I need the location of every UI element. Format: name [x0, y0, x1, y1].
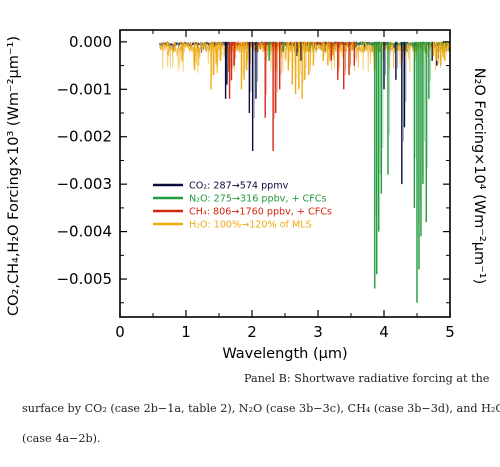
y-tick-label: 0.000	[69, 33, 112, 51]
y-tick-label: −0.002	[56, 128, 112, 146]
forcing-chart: 0 1 2 3 4 5 0.000 −0.001 −0.002 −0.003 −0.004 −0.0…	[6, 29, 487, 362]
x-tick-label: 4	[379, 323, 389, 341]
y-axis: 0.000 −0.001 −0.002 −0.003 −0.004 −0.005	[56, 33, 450, 304]
legend: CO₂: 287→574 ppmv N₂O: 275→316 ppbv, + CF…	[153, 181, 332, 231]
plot-frame	[119, 29, 451, 318]
x-tick-label: 0	[115, 323, 125, 341]
x-tick-label: 1	[181, 323, 191, 341]
caption-line-3: (case 4a−2b).	[22, 432, 101, 445]
y-tick-label: −0.003	[56, 175, 112, 193]
y-axis-label-left: CO₂,CH₄,H₂O Forcing×10³ (Wm⁻²μm⁻¹)	[6, 36, 22, 316]
series-marks	[166, 41, 450, 303]
x-tick-label: 2	[247, 323, 257, 341]
x-axis: 0 1 2 3 4 5	[115, 30, 455, 341]
caption-line-1: Panel B: Shortwave radiative forcing at …	[244, 372, 490, 385]
y-tick-label: −0.001	[56, 80, 112, 98]
y-tick-label: −0.004	[56, 223, 112, 241]
y-tick-label: −0.005	[56, 270, 112, 288]
x-axis-label: Wavelength (μm)	[222, 346, 347, 362]
legend-label: N₂O: 275→316 ppbv, + CFCs	[189, 194, 326, 205]
legend-label: H₂O: 100%→120% of MLS	[189, 220, 312, 231]
y-axis-label-right: N₂O Forcing×10⁴ (Wm⁻²μm⁻¹)	[471, 68, 487, 285]
x-tick-label: 3	[313, 323, 323, 341]
x-tick-label: 5	[445, 323, 455, 341]
legend-label: CO₂: 287→574 ppmv	[189, 181, 289, 192]
legend-label: CH₄: 806→1760 ppbv, + CFCs	[189, 207, 332, 218]
caption-line-2: surface by CO₂ (case 2b−1a, table 2), N₂…	[22, 402, 500, 415]
